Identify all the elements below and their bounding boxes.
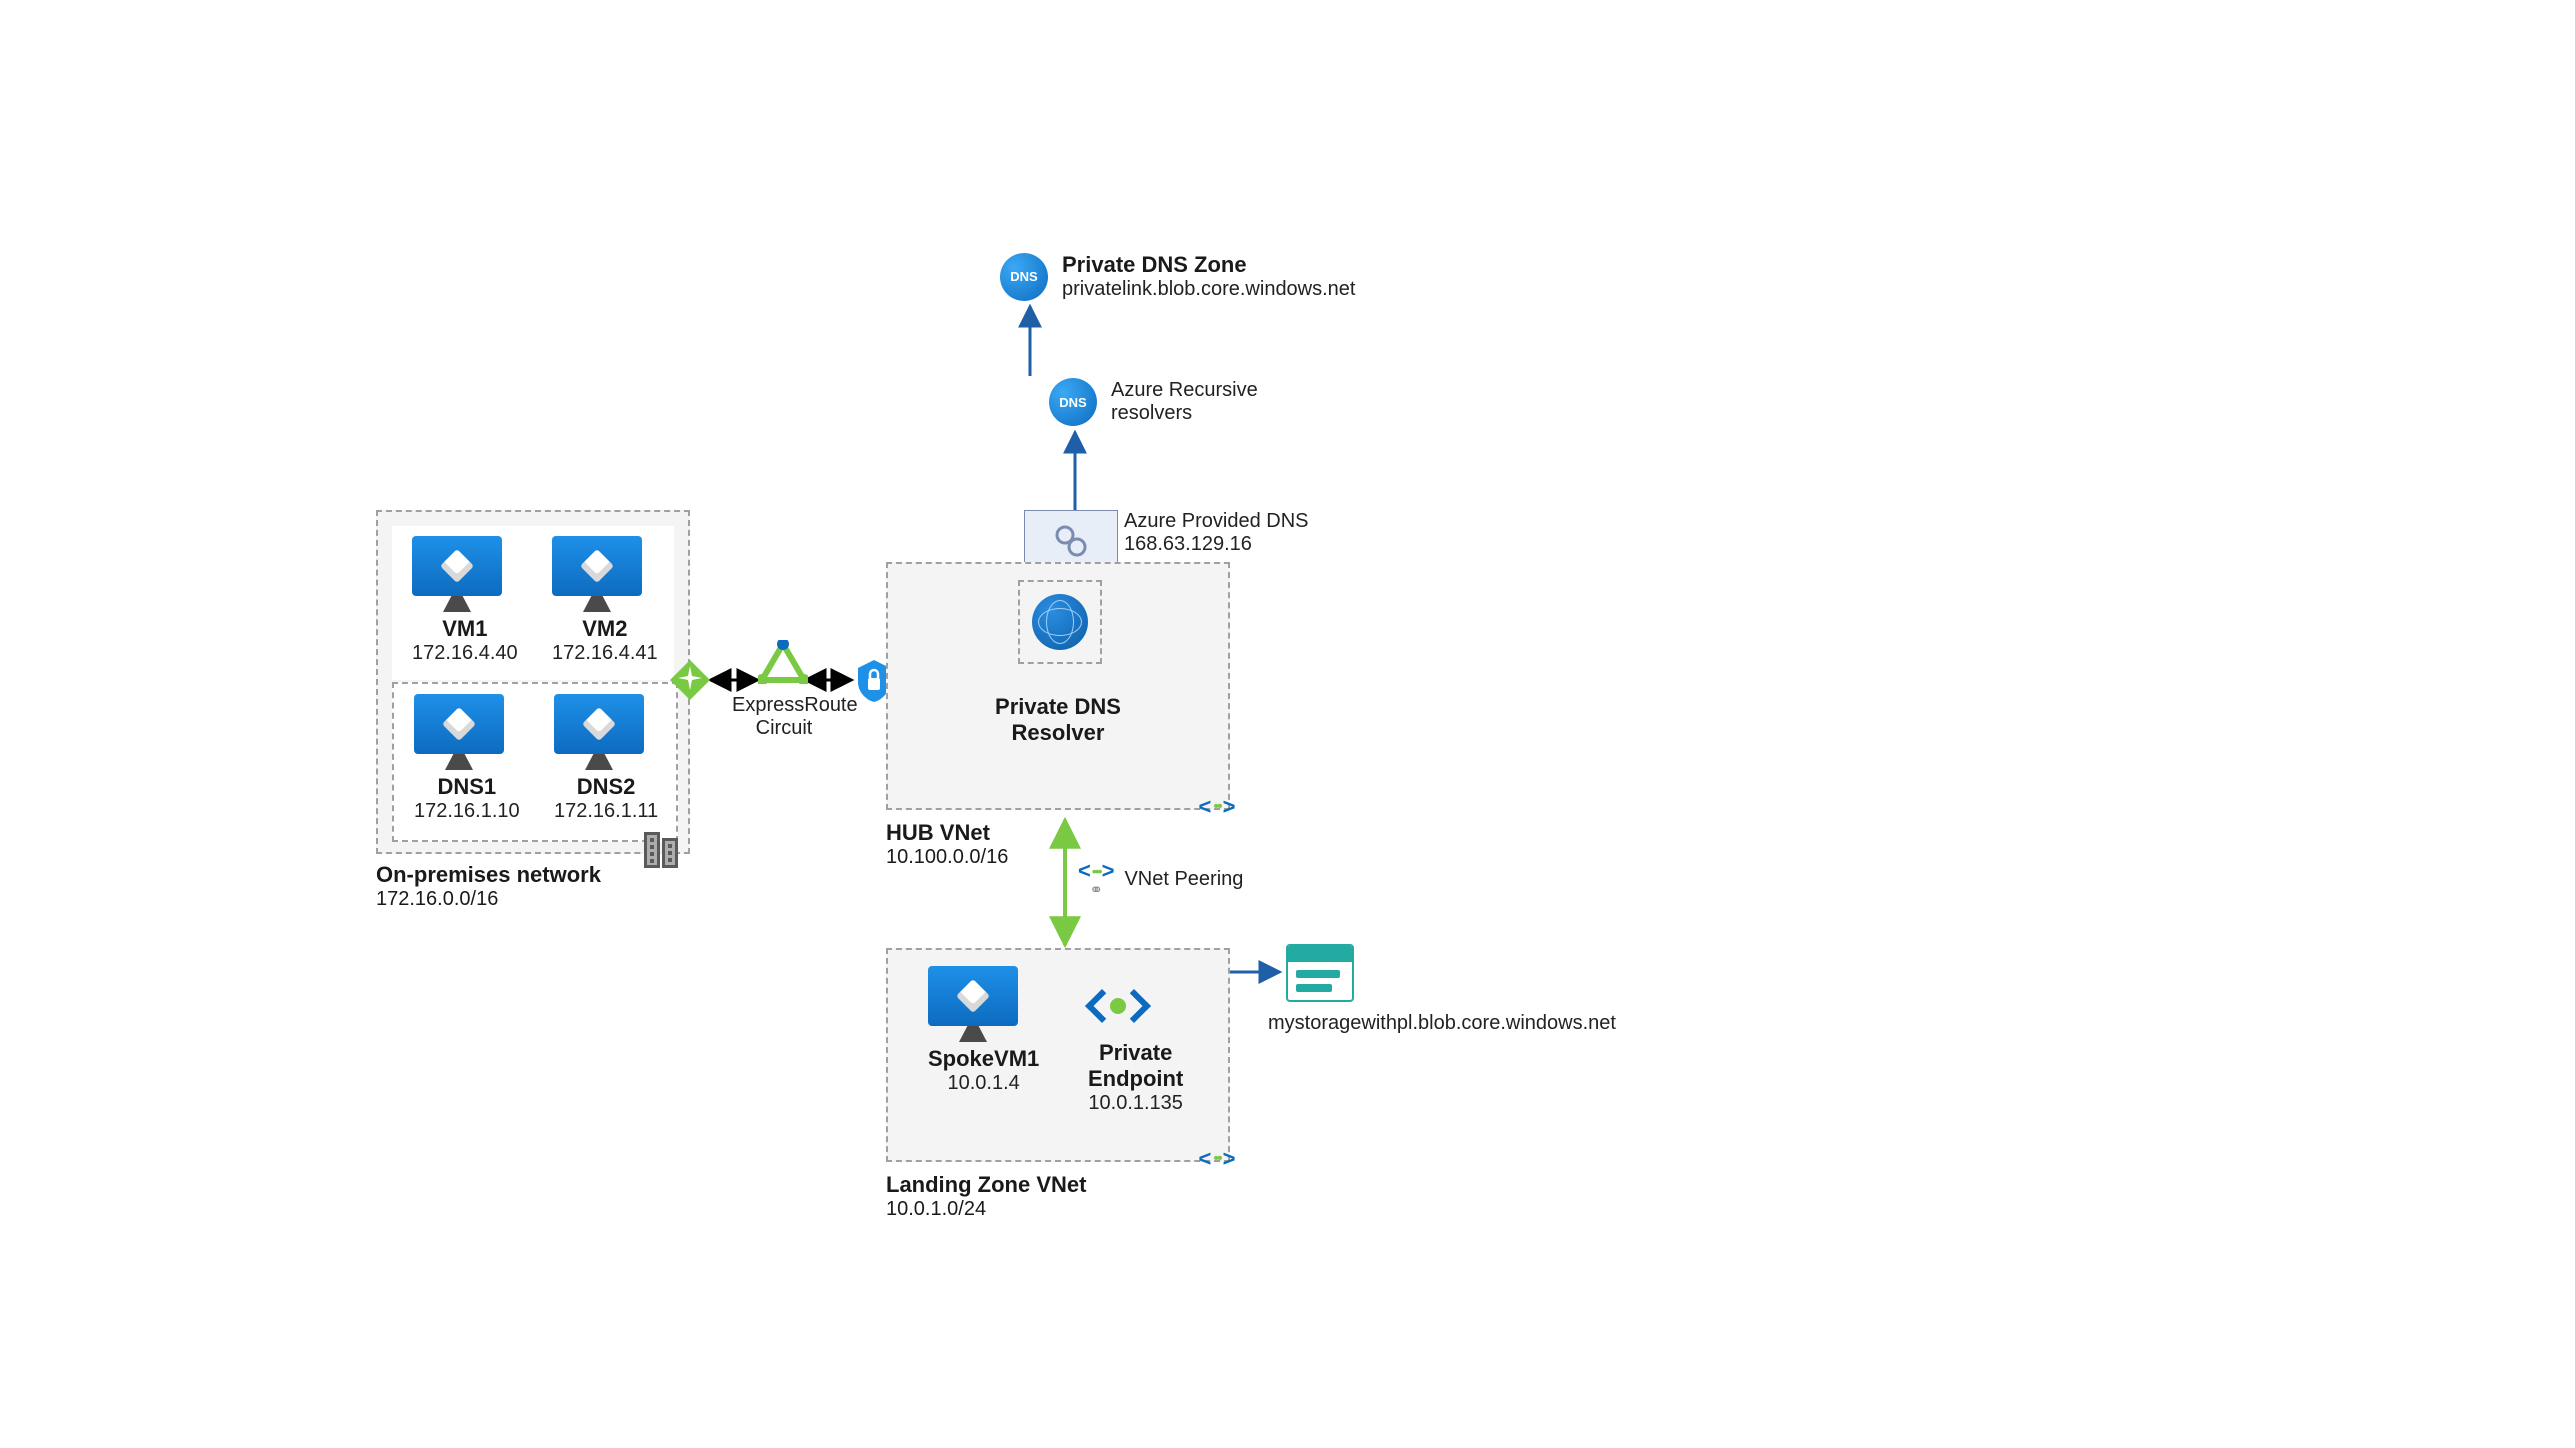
- dns-zone-name: privatelink.blob.core.windows.net: [1062, 278, 1356, 301]
- peering-label: VNet Peering: [1124, 868, 1243, 891]
- storage-icon: [1286, 944, 1354, 1002]
- spokevm-name: SpokeVM1: [928, 1046, 1039, 1072]
- gear-icon: [1051, 521, 1091, 561]
- storage-node: [1286, 944, 1354, 1002]
- onprem-cidr: 172.16.0.0/16: [376, 888, 498, 911]
- vm-icon: [552, 536, 642, 596]
- spokevm-node: SpokeVM1 10.0.1.4: [928, 966, 1039, 1095]
- dns1-node: DNS1 172.16.1.10: [414, 694, 520, 823]
- vm1-node: VM1 172.16.4.40: [412, 536, 518, 665]
- vnet-badge-icon: <••>: [1200, 796, 1234, 818]
- azure-provided-dns-labels: Azure Provided DNS 168.63.129.16: [1124, 510, 1309, 556]
- azure-dns-ip: 168.63.129.16: [1124, 533, 1309, 556]
- vm-icon: [928, 966, 1018, 1026]
- vm2-name: VM2: [552, 616, 658, 642]
- peering-badge: < ••• > ⚭ VNet Peering: [1078, 858, 1243, 900]
- dns2-ip: 172.16.1.11: [554, 800, 658, 823]
- dns-icon: DNS: [1000, 253, 1048, 301]
- pe-node: Private Endpoint 10.0.1.135: [1088, 980, 1183, 1115]
- azure-dns-label: Azure Provided DNS: [1124, 510, 1309, 533]
- recursive-resolvers-node: DNS Azure Recursive resolvers: [1049, 378, 1258, 426]
- spokevm-ip: 10.0.1.4: [928, 1072, 1039, 1095]
- onprem-gateway-icon: [668, 658, 712, 702]
- vm-icon: [554, 694, 644, 754]
- dns1-name: DNS1: [414, 774, 520, 800]
- vm-icon: [414, 694, 504, 754]
- er-sub: Circuit: [732, 717, 836, 740]
- private-endpoint-icon: [1088, 980, 1148, 1032]
- landing-title: Landing Zone VNet: [886, 1172, 1086, 1198]
- dns2-name: DNS2: [554, 774, 658, 800]
- building-icon: [644, 832, 678, 868]
- resolver-globe-box: [1018, 580, 1102, 664]
- landing-zone: SpokeVM1 10.0.1.4 Private Endpoint 10.0.…: [886, 948, 1230, 1162]
- vm2-node: VM2 172.16.4.41: [552, 536, 658, 665]
- dns-zone-title: Private DNS Zone: [1062, 252, 1356, 278]
- vnet-badge-icon: <••>: [1200, 1148, 1234, 1170]
- resolver-title: Private DNS Resolver: [888, 694, 1228, 746]
- hub-title: HUB VNet: [886, 820, 990, 846]
- dns1-ip: 172.16.1.10: [414, 800, 520, 823]
- onprem-title: On-premises network: [376, 862, 601, 888]
- onprem-zone: VM1 172.16.4.40 VM2 172.16.4.41 DNS1 172…: [376, 510, 690, 854]
- dns2-node: DNS2 172.16.1.11: [554, 694, 658, 823]
- landing-cidr: 10.0.1.0/24: [886, 1198, 986, 1221]
- er-label: ExpressRoute: [732, 694, 836, 717]
- pe-ip: 10.0.1.135: [1088, 1092, 1183, 1115]
- private-dns-zone-node: DNS Private DNS Zone privatelink.blob.co…: [1000, 252, 1356, 301]
- vm1-ip: 172.16.4.40: [412, 642, 518, 665]
- expressroute-icon: [758, 640, 808, 684]
- vm2-ip: 172.16.4.41: [552, 642, 658, 665]
- expressroute-labels: ExpressRoute Circuit: [732, 694, 836, 740]
- hub-vnet-zone: Private DNS Resolver: [886, 562, 1230, 810]
- onprem-vm-group: VM1 172.16.4.40 VM2 172.16.4.41: [392, 526, 674, 680]
- vm-icon: [412, 536, 502, 596]
- hub-cidr: 10.100.0.0/16: [886, 846, 1008, 869]
- pe-name: Private Endpoint: [1088, 1040, 1183, 1092]
- recursive-label: Azure Recursive resolvers: [1111, 379, 1258, 425]
- storage-fqdn: mystoragewithpl.blob.core.windows.net: [1268, 1012, 1616, 1035]
- dns-icon: DNS: [1049, 378, 1097, 426]
- vm1-name: VM1: [412, 616, 518, 642]
- globe-icon: [1032, 594, 1088, 650]
- onprem-dns-group: DNS1 172.16.1.10 DNS2 172.16.1.11: [392, 682, 678, 842]
